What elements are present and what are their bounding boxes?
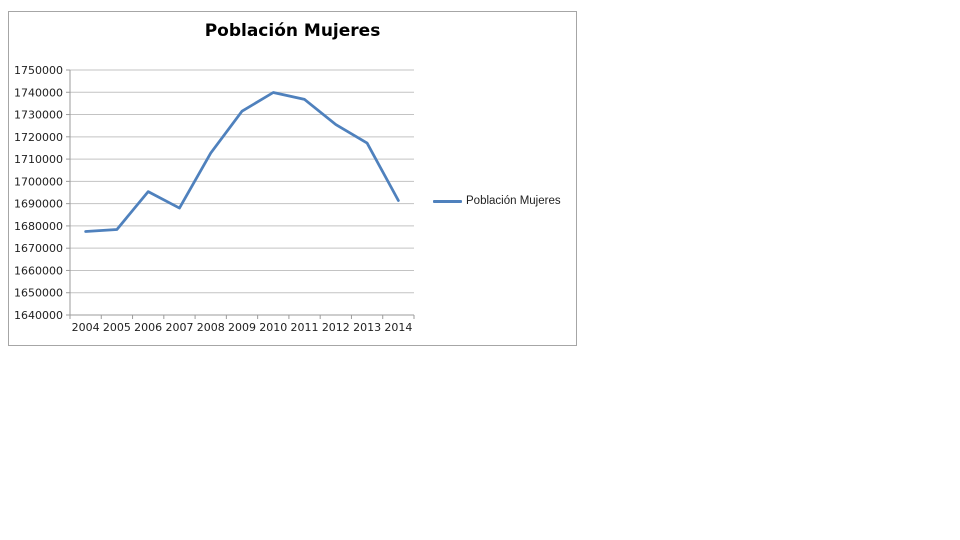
x-tick-label: 2013 <box>353 321 381 334</box>
y-tick-label: 1650000 <box>14 287 63 300</box>
x-tick-label: 2007 <box>165 321 193 334</box>
y-tick-label: 1710000 <box>14 153 63 166</box>
x-tick-label: 2009 <box>228 321 256 334</box>
chart-title: Población Mujeres <box>204 21 381 41</box>
x-tick-label: 2014 <box>384 321 412 334</box>
y-tick-label: 1730000 <box>14 109 63 122</box>
x-tick-label: 2010 <box>259 321 287 334</box>
y-tick-label: 1690000 <box>14 198 63 211</box>
x-tick-label: 2006 <box>134 321 162 334</box>
y-tick-label: 1750000 <box>14 64 63 77</box>
y-tick-label: 1660000 <box>14 264 63 277</box>
legend-line-swatch <box>433 200 462 203</box>
x-tick-label: 2011 <box>291 321 319 334</box>
x-tick-label: 2004 <box>72 321 100 334</box>
legend[interactable]: Población Mujeres <box>433 194 561 209</box>
y-tick-label: 1700000 <box>14 175 63 188</box>
y-tick-label: 1680000 <box>14 220 63 233</box>
y-tick-label: 1670000 <box>14 242 63 255</box>
y-tick-label: 1640000 <box>14 309 63 322</box>
legend-label: Población Mujeres <box>466 195 561 207</box>
x-tick-label: 2012 <box>322 321 350 334</box>
y-tick-label: 1740000 <box>14 86 63 99</box>
chart-object[interactable]: Población Mujeres 1640000 1650000 1660000 1… <box>8 11 577 346</box>
x-tick-label: 2008 <box>197 321 225 334</box>
plot-area: 1640000 1650000 1660000 1670000 1680000 16900… <box>14 64 415 334</box>
y-tick-label: 1720000 <box>14 131 63 144</box>
series-line <box>84 91 400 233</box>
x-tick-label: 2005 <box>103 321 131 334</box>
